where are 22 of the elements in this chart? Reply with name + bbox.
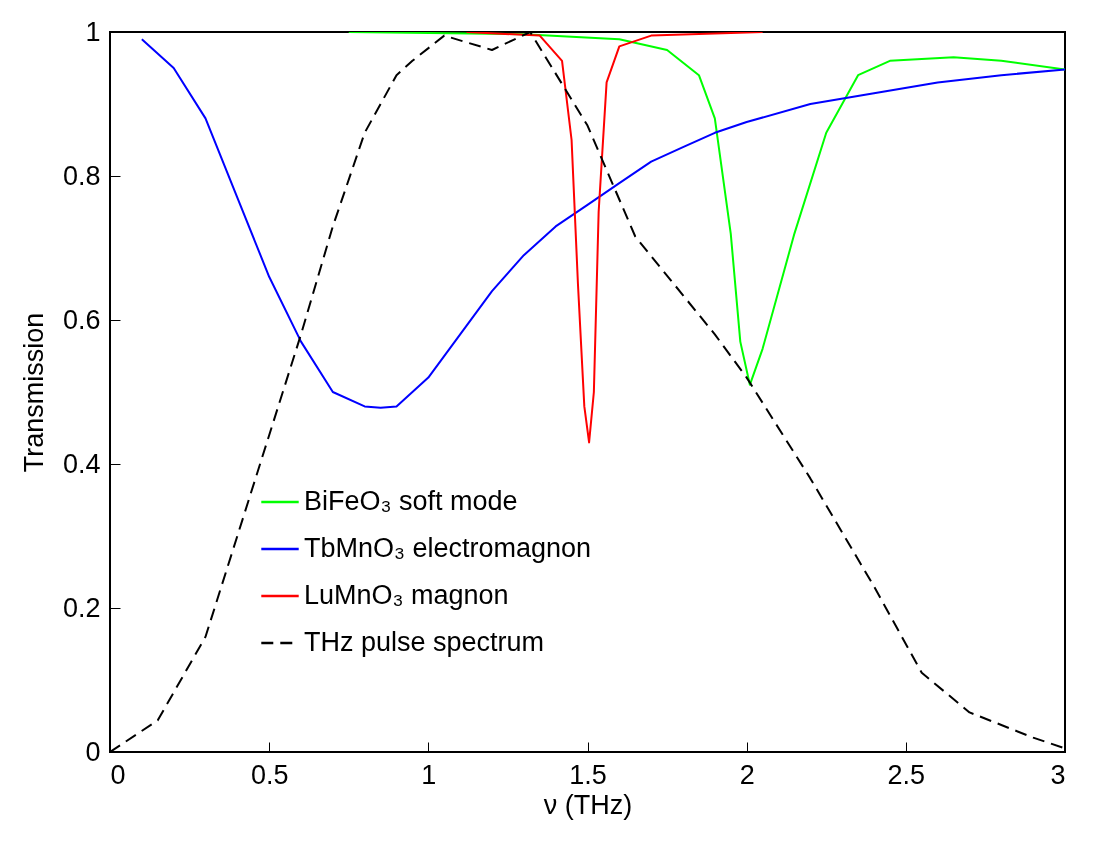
y-tick-label: 1 — [85, 16, 101, 47]
x-tick-label: 0.5 — [250, 759, 289, 790]
y-tick-label: 0.6 — [62, 304, 101, 335]
y-axis-title: Transmission — [18, 312, 49, 473]
y-tick-label: 0.4 — [62, 448, 101, 479]
line-series — [465, 32, 764, 444]
x-axis-title: ν (THz) — [543, 789, 633, 820]
legend-label: LuMnO₃ magnon — [304, 580, 509, 610]
x-tick-label: 1.5 — [569, 759, 607, 790]
x-tick-label: 1 — [421, 759, 437, 790]
y-tick-label: 0 — [85, 736, 101, 767]
legend-label: BiFeO₃ soft mode — [304, 486, 518, 516]
y-tick-label: 0.2 — [62, 592, 101, 623]
y-tick-label: 0.8 — [62, 160, 101, 191]
x-tick-label: 2 — [739, 759, 755, 790]
line-series — [347, 32, 1065, 386]
x-tick-label: 0 — [110, 759, 126, 790]
x-tick-label: 2.5 — [887, 759, 926, 790]
legend-label: TbMnO₃ electromagnon — [304, 533, 592, 563]
line-series — [140, 38, 1065, 409]
x-tick-label: 3 — [1050, 759, 1066, 790]
legend-label: THz pulse spectrum — [304, 627, 545, 657]
